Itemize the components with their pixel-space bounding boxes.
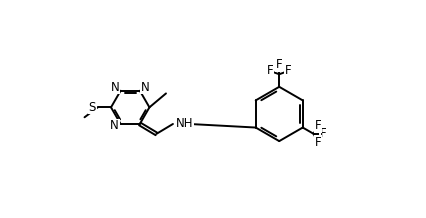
Text: NH: NH bbox=[176, 118, 194, 131]
Text: F: F bbox=[276, 58, 282, 72]
Text: N: N bbox=[141, 81, 150, 94]
Text: N: N bbox=[110, 119, 119, 132]
Text: F: F bbox=[320, 127, 326, 140]
Text: S: S bbox=[89, 101, 96, 114]
Text: F: F bbox=[315, 136, 322, 149]
Text: F: F bbox=[267, 64, 274, 77]
Text: F: F bbox=[285, 64, 291, 77]
Text: N: N bbox=[111, 81, 119, 94]
Text: F: F bbox=[315, 119, 322, 132]
